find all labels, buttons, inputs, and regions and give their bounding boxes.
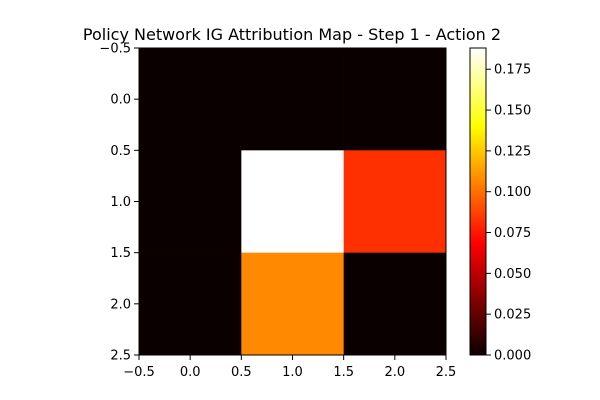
colorbar-tick-label: 0.050 — [494, 267, 531, 282]
y-tick-label: 1.0 — [110, 195, 131, 210]
x-tick-label: 2.0 — [384, 365, 405, 380]
x-tick-label: −0.5 — [123, 365, 155, 380]
heatmap-cell — [343, 150, 447, 253]
y-tick-label: 1.5 — [110, 246, 131, 261]
colorbar-tick-label: 0.025 — [494, 308, 531, 323]
heatmap-cell — [241, 48, 344, 151]
x-axis: −0.5 0.0 0.5 1.0 1.5 2.0 2.5 — [123, 355, 456, 380]
colorbar-tick-label: 0.100 — [494, 185, 531, 200]
heatmap-cells — [139, 48, 447, 356]
colorbar-tick-label: 0.175 — [494, 63, 531, 78]
heatmap-cell — [343, 48, 447, 151]
colorbar: 0.000 0.025 0.050 0.075 0.100 0.125 0.150 0.175 — [469, 47, 531, 364]
colorbar-ticks: 0.000 0.025 0.050 0.075 0.100 0.125 0.150 0.175 — [486, 63, 531, 364]
x-tick-label: 2.5 — [436, 365, 457, 380]
chart-title: Policy Network IG Attribution Map - Step… — [83, 25, 501, 44]
x-tick-label: 0.5 — [231, 365, 252, 380]
heatmap-cell — [139, 150, 242, 253]
heatmap-cell — [139, 252, 242, 356]
colorbar-tick-label: 0.000 — [494, 349, 531, 364]
y-tick-label: 0.5 — [110, 144, 131, 159]
y-axis: −0.5 0.0 0.5 1.0 1.5 2.0 2.5 — [99, 42, 139, 364]
y-tick-label: 0.0 — [110, 93, 131, 108]
heatmap-cell — [241, 252, 344, 356]
colorbar-tick-label: 0.150 — [494, 104, 531, 119]
heatmap-cell — [139, 48, 242, 151]
x-tick-label: 0.0 — [180, 365, 201, 380]
heatmap-cell — [343, 252, 447, 356]
y-tick-label: 2.5 — [110, 349, 131, 364]
y-tick-label: 2.0 — [110, 297, 131, 312]
x-tick-label: 1.0 — [282, 365, 303, 380]
heatmap-cell — [241, 150, 344, 253]
y-tick-label: −0.5 — [99, 42, 131, 57]
colorbar-tick-label: 0.075 — [494, 226, 531, 241]
colorbar-gradient — [469, 47, 487, 356]
x-tick-label: 1.5 — [333, 365, 354, 380]
colorbar-tick-label: 0.125 — [494, 144, 531, 159]
